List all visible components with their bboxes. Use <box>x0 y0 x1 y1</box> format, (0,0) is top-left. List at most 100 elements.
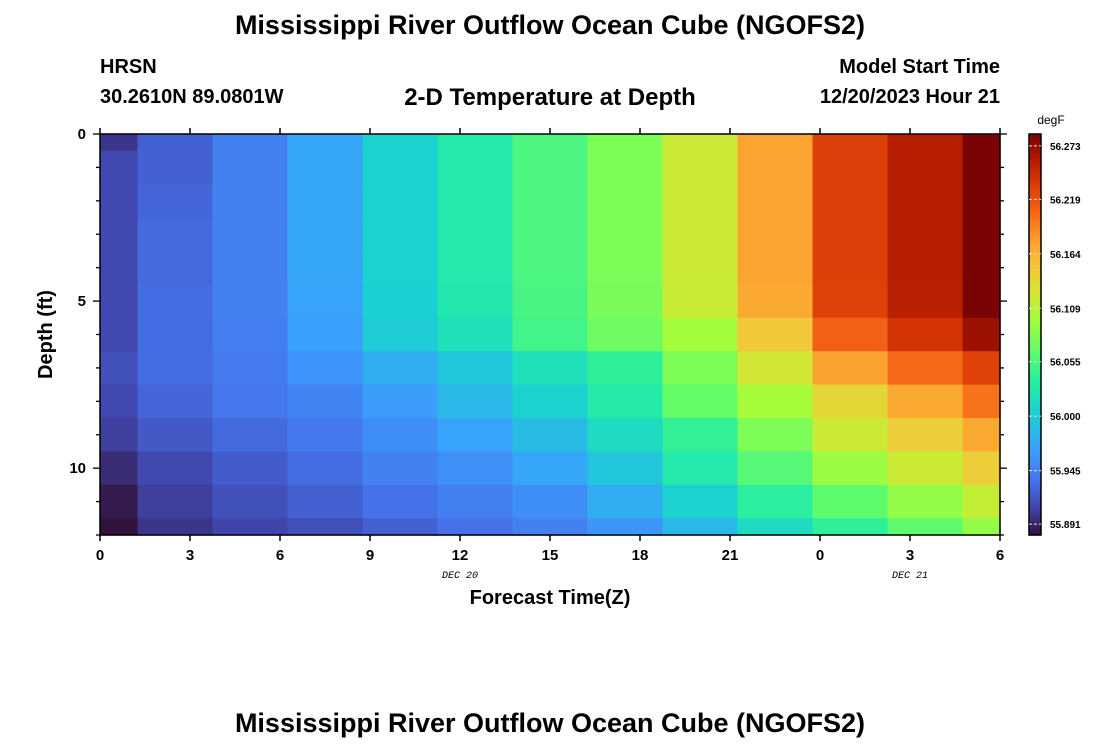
heatmap-cell <box>362 351 439 386</box>
heatmap-cell <box>662 150 739 185</box>
colorbar-segment <box>1029 237 1041 242</box>
colorbar-segment <box>1029 521 1041 526</box>
heatmap-cell <box>812 250 889 285</box>
colorbar-segment <box>1029 481 1041 486</box>
colorbar-tick-label: 56.055 <box>1050 358 1081 369</box>
heatmap-cell <box>512 518 589 536</box>
heatmap-cell <box>887 518 964 536</box>
colorbar-segment <box>1029 421 1041 426</box>
heatmap-cell <box>287 184 364 219</box>
colorbar-segment <box>1029 267 1041 272</box>
heatmap-cell <box>212 250 289 285</box>
colorbar-segment <box>1029 531 1041 536</box>
x-tick-label: 18 <box>632 547 649 564</box>
heatmap-cell <box>887 384 964 419</box>
colorbar-segment <box>1029 287 1041 292</box>
heatmap-cell <box>137 518 214 536</box>
colorbar-segment <box>1029 334 1041 339</box>
y-axis-label: Depth (ft) <box>35 290 57 379</box>
colorbar-segment <box>1029 424 1041 429</box>
colorbar-segment <box>1029 257 1041 262</box>
heatmap-cell <box>212 351 289 386</box>
heatmap-cell <box>512 418 589 453</box>
heatmap-cell <box>812 418 889 453</box>
heatmap-cell <box>137 351 214 386</box>
colorbar-segment <box>1029 468 1041 473</box>
heatmap-cell <box>587 184 664 219</box>
colorbar-segment <box>1029 367 1041 372</box>
colorbar-segment <box>1029 274 1041 279</box>
heatmap-cell <box>362 184 439 219</box>
heatmap-cell <box>587 317 664 352</box>
colorbar-segment <box>1029 180 1041 185</box>
heatmap-cell <box>287 217 364 252</box>
station-coordinates: 30.2610N 89.0801W <box>100 86 284 108</box>
heatmap-cell <box>962 284 1001 319</box>
heatmap-cell <box>287 418 364 453</box>
heatmap-cell <box>212 518 289 536</box>
heatmap-cell <box>100 518 139 536</box>
heatmap-cell <box>662 284 739 319</box>
x-tick-label: 15 <box>542 547 559 564</box>
colorbar-segment <box>1029 164 1041 169</box>
heatmap-cell <box>962 150 1001 185</box>
x-date-label: DEC 20 <box>442 571 478 582</box>
heatmap-cell <box>362 484 439 519</box>
colorbar-segment <box>1029 324 1041 329</box>
heatmap-cell <box>737 184 814 219</box>
colorbar-segment <box>1029 478 1041 483</box>
heatmap-cell <box>437 317 514 352</box>
heatmap-cell <box>137 134 214 152</box>
colorbar-segment <box>1029 408 1041 412</box>
heatmap-cell <box>662 418 739 453</box>
heatmap-cell <box>287 451 364 486</box>
x-tick-label: 6 <box>276 547 284 564</box>
x-tick-label: 12 <box>452 547 469 564</box>
heatmap-cell <box>962 250 1001 285</box>
colorbar-segment <box>1029 488 1041 493</box>
heatmap-cell <box>100 484 139 519</box>
heatmap-cell <box>662 217 739 252</box>
x-tick-label: 0 <box>816 547 824 564</box>
heatmap-cell <box>587 518 664 536</box>
heatmap-cell <box>287 284 364 319</box>
colorbar-segment <box>1029 357 1041 362</box>
heatmap-cell <box>362 217 439 252</box>
heatmap-cell <box>662 451 739 486</box>
heatmap-cell <box>962 184 1001 219</box>
colorbar-segment <box>1029 491 1041 496</box>
heatmap-cell <box>512 217 589 252</box>
heatmap-cells <box>100 134 1001 536</box>
chart-title: Mississippi River Outflow Ocean Cube (NG… <box>234 10 866 40</box>
colorbar-segment <box>1029 284 1041 289</box>
colorbar-segment <box>1029 458 1041 463</box>
heatmap-cell <box>587 134 664 152</box>
heatmap-cell <box>437 384 514 419</box>
heatmap-cell <box>662 518 739 536</box>
model-start-label: Model Start Time <box>839 56 1000 78</box>
heatmap-cell <box>887 217 964 252</box>
heatmap-cell <box>512 150 589 185</box>
heatmap-cell <box>437 418 514 453</box>
colorbar-tick-label: 56.109 <box>1050 304 1081 315</box>
heatmap-cell <box>737 217 814 252</box>
colorbar-tick-label: 55.891 <box>1050 520 1081 531</box>
colorbar-segment <box>1029 281 1041 285</box>
colorbar-segment <box>1029 444 1041 449</box>
colorbar-segment <box>1029 461 1041 466</box>
heatmap-cell <box>437 451 514 486</box>
heatmap-cell <box>662 184 739 219</box>
heatmap-cell <box>962 317 1001 352</box>
heatmap-cell <box>512 384 589 419</box>
colorbar-segment <box>1029 361 1041 366</box>
x-tick-label: 21 <box>722 547 739 564</box>
colorbar-segment <box>1029 498 1041 503</box>
colorbar-segment <box>1029 314 1041 319</box>
heatmap-cell <box>887 250 964 285</box>
heatmap-cell <box>662 250 739 285</box>
colorbar-segment <box>1029 220 1041 225</box>
heatmap-cell <box>812 184 889 219</box>
y-tick-label: 0 <box>78 126 86 143</box>
colorbar-segment <box>1029 341 1041 346</box>
